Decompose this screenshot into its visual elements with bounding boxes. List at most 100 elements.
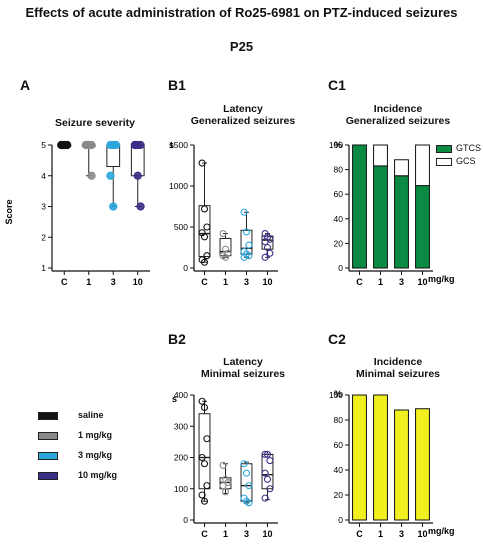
panel-c1-y-tick-label: 0	[338, 263, 343, 273]
panel-a-y-tick-label: 1	[41, 263, 46, 273]
panel-b2-y-tick-label: 200	[174, 453, 188, 463]
panel-b1-point	[200, 258, 209, 266]
panel-c2-title: Incidence Minimal seizures	[355, 356, 441, 380]
panel-c1-x-tick-label: 1	[378, 277, 383, 287]
panel-c2-y-tick-label: 40	[334, 465, 344, 475]
figure-subtitle: P25	[229, 39, 254, 54]
panel-b1-point	[198, 159, 206, 167]
legend-swatch-3mg	[38, 452, 58, 460]
panel-b2-point	[240, 460, 248, 468]
panel-b1-point	[203, 223, 211, 231]
panel-b2-y-label: s	[172, 394, 177, 404]
panel-b2-point	[219, 482, 227, 490]
panel-a-point	[136, 202, 145, 211]
figure-title: Effects of acute administration of Ro25-…	[25, 5, 458, 20]
panel-a-y-tick-label: 4	[41, 171, 46, 181]
panel-b2-y-tick-label: 300	[174, 421, 188, 431]
panel-b1-point	[261, 238, 269, 246]
panel-c1-y-tick-label: 80	[334, 165, 344, 175]
panel-b2-point	[266, 457, 274, 465]
panel-b1-y-tick-label: 500	[174, 222, 188, 232]
panel-b2-point	[245, 499, 253, 507]
panel-a-x-tick-label: 3	[111, 277, 116, 287]
panel-b1-y-tick-label: 1000	[169, 181, 188, 191]
panel-b1-y-tick-label: 1500	[169, 140, 188, 150]
panel-b2-y-tick-label: 400	[174, 390, 188, 400]
panel-b1-point	[200, 205, 209, 213]
panel-b2-point	[242, 469, 251, 477]
panel-c2-y-tick-label: 60	[334, 440, 344, 450]
panel-b2-point	[266, 485, 274, 493]
panel-c1-bar-stack	[394, 159, 409, 177]
panel-b2-point	[200, 460, 209, 468]
panel-b2-point	[261, 494, 269, 502]
panel-b2-x-tick-label: 10	[262, 529, 272, 539]
panel-a-point	[60, 140, 69, 150]
panel-c1-bar	[394, 175, 409, 269]
panel-c1-y-tick-label: 100	[329, 140, 343, 150]
panel-c1-x-tick-label: 10	[417, 277, 427, 287]
panel-b2-point	[203, 482, 211, 490]
panel-a-point	[84, 140, 93, 150]
panel-a-point	[111, 140, 121, 150]
panel-b1-x-tick-label: C	[201, 277, 208, 287]
panel-c2-x-tick-label: 3	[399, 529, 404, 539]
panel-c2-x-tick-label: 10	[417, 529, 427, 539]
panel-c1-bar-stack	[415, 144, 430, 187]
panel-b2-point	[245, 482, 253, 490]
panel-b2-point	[261, 450, 269, 458]
panel-b1-point	[266, 249, 274, 257]
legend-label-3mg: 3 mg/kg	[78, 450, 113, 460]
panel-b1-title: Latency Generalized seizures	[190, 103, 296, 127]
panel-a-y-tick-label: 2	[41, 232, 46, 242]
panel-b1-point	[261, 253, 269, 261]
legend-swatch-10mg	[38, 472, 58, 480]
panel-a-x-tick-label: 10	[133, 277, 143, 287]
panel-b1-point	[242, 228, 251, 236]
legend-label-1mg: 1 mg/kg	[78, 430, 113, 440]
panel-b1-y-label: s	[169, 140, 174, 150]
legend-swatch-1mg	[38, 432, 58, 440]
panel-c1-y-tick-label: 20	[334, 238, 344, 248]
panel-b1-point	[200, 233, 209, 241]
panel-c1-bar	[373, 165, 388, 269]
panel-b2-title: Latency Minimal seizures	[200, 356, 286, 380]
panel-b2-point	[198, 397, 206, 405]
panel-b2-x-tick-label: 3	[244, 529, 249, 539]
panel-b1-x-tick-label: 3	[244, 277, 249, 287]
panel-b2-point	[198, 491, 206, 499]
panel-c2-y-tick-label: 0	[338, 515, 343, 525]
panel-b2-point	[200, 403, 209, 412]
panel-c2-x-tick-label: 1	[378, 529, 383, 539]
panel-b2-point	[221, 488, 230, 496]
panel-c1-y-label: %	[334, 140, 342, 150]
panel-c2-bar	[394, 409, 409, 521]
panel-c2-x-label: mg/kg	[428, 526, 455, 536]
panel-c1-x-tick-label: C	[356, 277, 363, 287]
panel-c1-title: Incidence Generalized seizures	[345, 103, 451, 127]
legend-label-gcs: GCS	[456, 156, 476, 166]
legend-swatch-gcs	[436, 158, 452, 166]
panel-a-point	[133, 171, 142, 180]
panel-b1-x-tick-label: 1	[223, 277, 228, 287]
panel-c1-x-label: mg/kg	[428, 274, 455, 284]
panel-c2-y-tick-label: 80	[334, 415, 344, 425]
panel-a-x-tick-label: 1	[86, 277, 91, 287]
panel-b1-point	[203, 252, 211, 260]
panel-b1-point	[240, 253, 248, 261]
panel-b2-point	[200, 497, 209, 505]
panel-a-point	[109, 202, 118, 211]
panel-a-point	[106, 171, 115, 180]
panel-c2-y-tick-label: 20	[334, 490, 344, 500]
panel-b1-point	[263, 243, 272, 252]
legend-label-10mg: 10 mg/kg	[78, 470, 118, 480]
panel-label-b2: B2	[168, 331, 186, 347]
legend-swatch-gtcs	[436, 145, 452, 153]
panel-c1-y-tick-label: 40	[334, 214, 344, 224]
panel-b1-point	[245, 241, 253, 249]
panel-c2-y-tick-label: 100	[329, 390, 343, 400]
panel-b2-point	[198, 453, 206, 462]
panel-label-c2: C2	[328, 331, 346, 347]
